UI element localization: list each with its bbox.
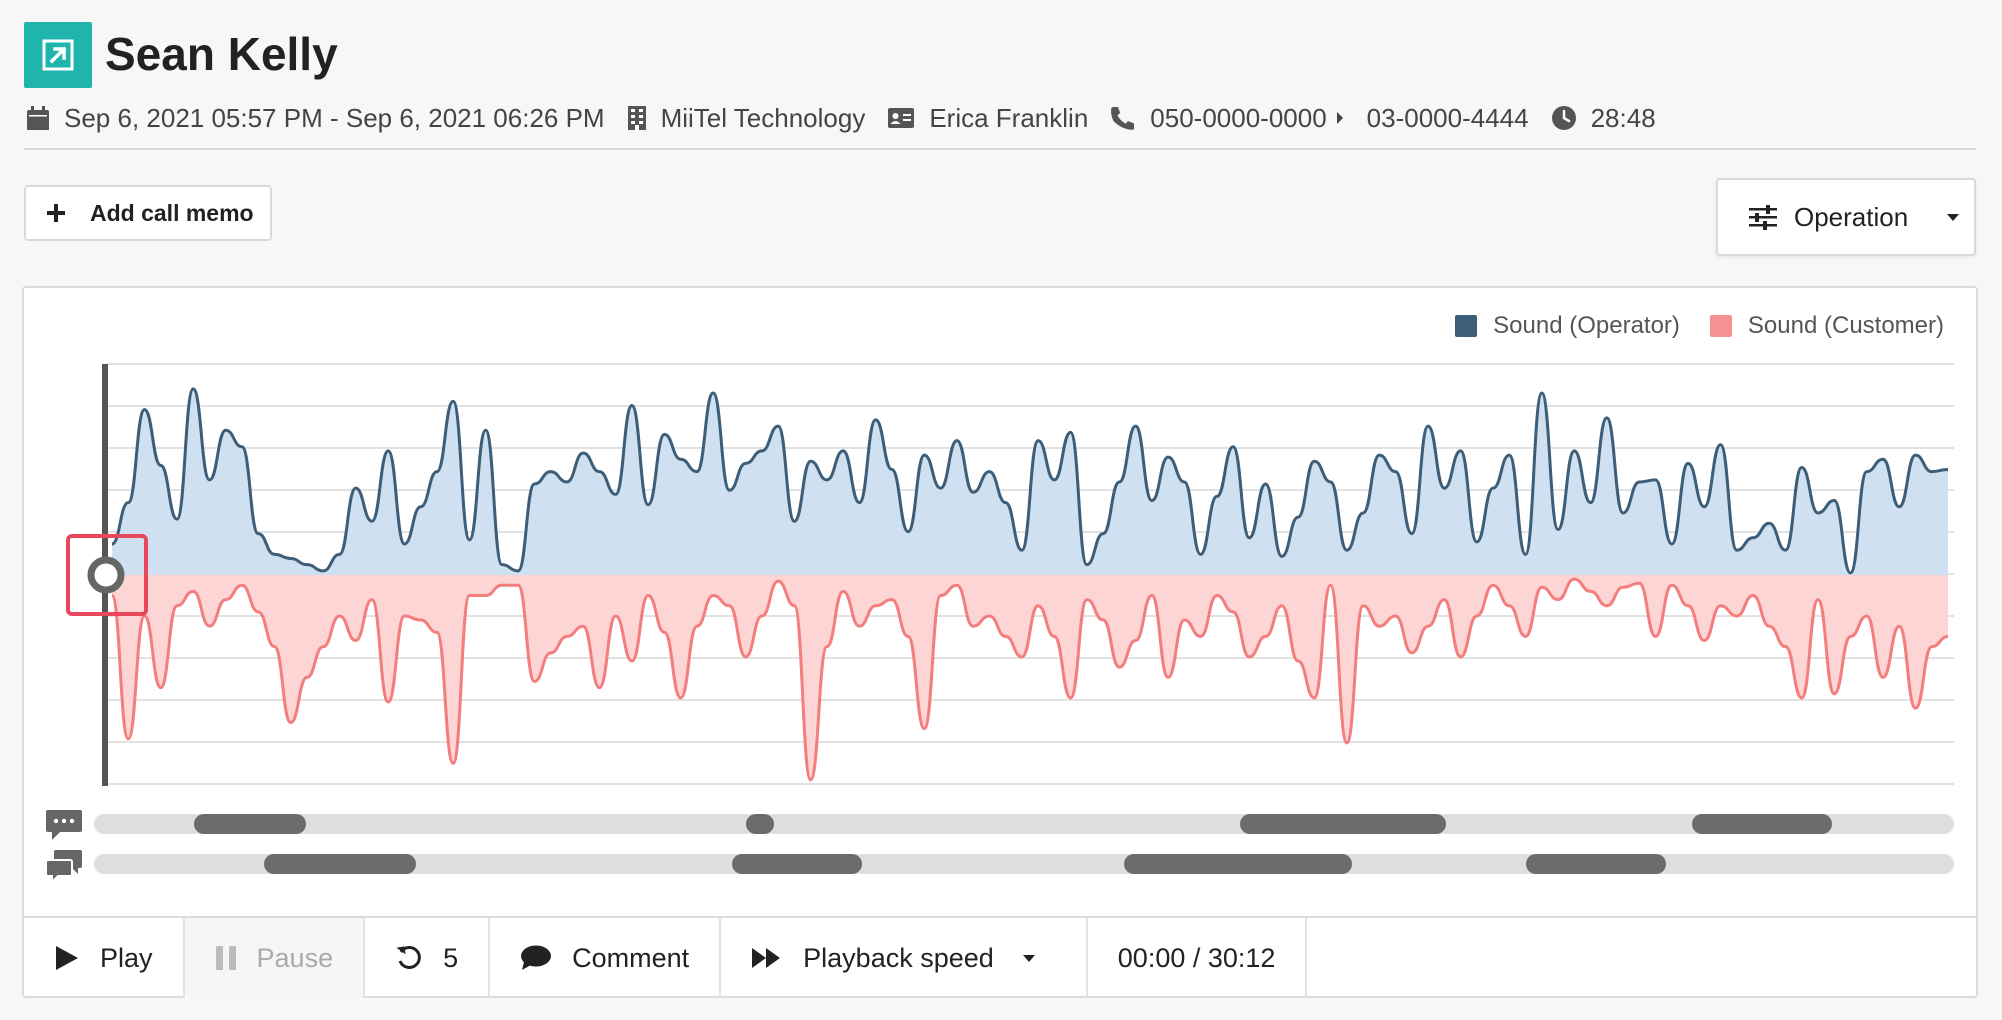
waveform-chart[interactable] [24, 288, 1976, 908]
talk-segment[interactable] [732, 854, 862, 874]
external-link-icon[interactable] [24, 22, 92, 88]
phone-item: 050-0000-0000 03-0000-4444 [1110, 102, 1529, 134]
legend-operator-swatch [1455, 315, 1478, 337]
play-button[interactable]: Play [24, 918, 185, 998]
contact-item: Erica Franklin [887, 103, 1088, 134]
talk-segment[interactable] [1692, 814, 1832, 834]
contact-name: Erica Franklin [929, 102, 1089, 133]
operator-talk-track[interactable] [94, 814, 1954, 834]
comment-label: Comment [572, 942, 690, 973]
playhead-handle [87, 556, 125, 594]
pause-label: Pause [256, 942, 334, 973]
customer-line [110, 577, 1949, 782]
play-icon [56, 946, 78, 970]
caret-down-icon [1947, 213, 1960, 221]
playhead-highlight [66, 534, 148, 616]
datetime-item: Sep 6, 2021 05:57 PM - Sep 6, 2021 06:26… [26, 103, 605, 134]
fast-forward-icon [752, 948, 781, 968]
add-call-memo-label: Add call memo [90, 199, 254, 226]
pause-button[interactable]: Pause [184, 918, 366, 998]
talk-segment[interactable] [194, 814, 306, 834]
id-card-icon [888, 108, 915, 128]
chart-legend: Sound (Operator) Sound (Customer) [1425, 312, 1944, 340]
operator-line [111, 387, 1949, 575]
legend-operator[interactable]: Sound (Operator) [1455, 312, 1680, 340]
page-title: Sean Kelly [105, 28, 338, 80]
play-label: Play [100, 942, 153, 973]
duration: 28:48 [1590, 102, 1656, 133]
legend-operator-label: Sound (Operator) [1493, 312, 1680, 339]
rewind-label: 5 [443, 942, 459, 973]
phone-icon [1111, 107, 1135, 130]
customer-area [112, 575, 1948, 780]
company-item: MiiTel Technology [627, 102, 866, 134]
customer-talk-track[interactable] [94, 854, 1954, 874]
header-divider [24, 148, 1976, 150]
operator-area [112, 388, 1948, 575]
caret-down-icon [1022, 954, 1035, 962]
add-call-memo-button[interactable]: Add call memo [24, 185, 272, 241]
time-display-label: 00:00 / 30:12 [1117, 942, 1276, 973]
time-display: 00:00 / 30:12 [1088, 918, 1308, 998]
rewind-icon [396, 945, 421, 969]
legend-customer[interactable]: Sound (Customer) [1709, 312, 1944, 340]
talk-segment[interactable] [264, 854, 416, 874]
legend-customer-swatch [1709, 315, 1732, 337]
talk-segment[interactable] [746, 814, 774, 834]
legend-customer-label: Sound (Customer) [1747, 312, 1944, 339]
speech-bubble-icon [46, 810, 82, 840]
from-number: 050-0000-0000 [1150, 102, 1327, 133]
audio-player-panel: Sound (Operator) Sound (Customer) [22, 286, 1978, 998]
caret-right-icon [1335, 110, 1359, 126]
company-name: MiiTel Technology [660, 102, 866, 133]
operation-label: Operation [1794, 201, 1909, 232]
calendar-icon [27, 106, 49, 130]
comment-button[interactable]: Comment [490, 918, 722, 998]
datetime-range: Sep 6, 2021 05:57 PM - Sep 6, 2021 06:26… [64, 102, 605, 133]
pause-icon [215, 946, 236, 970]
duration-item: 28:48 [1551, 103, 1656, 134]
to-number: 03-0000-4444 [1366, 102, 1529, 133]
talk-segment[interactable] [1124, 854, 1352, 874]
call-meta-row: Sep 6, 2021 05:57 PM - Sep 6, 2021 06:26… [26, 100, 1678, 136]
comments-icon [45, 850, 82, 884]
playback-controls: Play Pause 5 Comment Playb [24, 916, 1976, 998]
sliders-icon [1749, 205, 1777, 230]
playback-speed-label: Playback speed [803, 942, 994, 973]
clock-icon [1551, 106, 1576, 130]
talk-segment[interactable] [1526, 854, 1666, 874]
comment-icon [521, 945, 552, 970]
operation-dropdown[interactable]: Operation [1716, 178, 1976, 256]
plus-icon [47, 204, 65, 222]
building-icon [627, 106, 646, 130]
playback-speed-dropdown[interactable]: Playback speed [721, 918, 1088, 998]
talk-segment[interactable] [1240, 814, 1446, 834]
rewind-5-button[interactable]: 5 [365, 918, 491, 998]
